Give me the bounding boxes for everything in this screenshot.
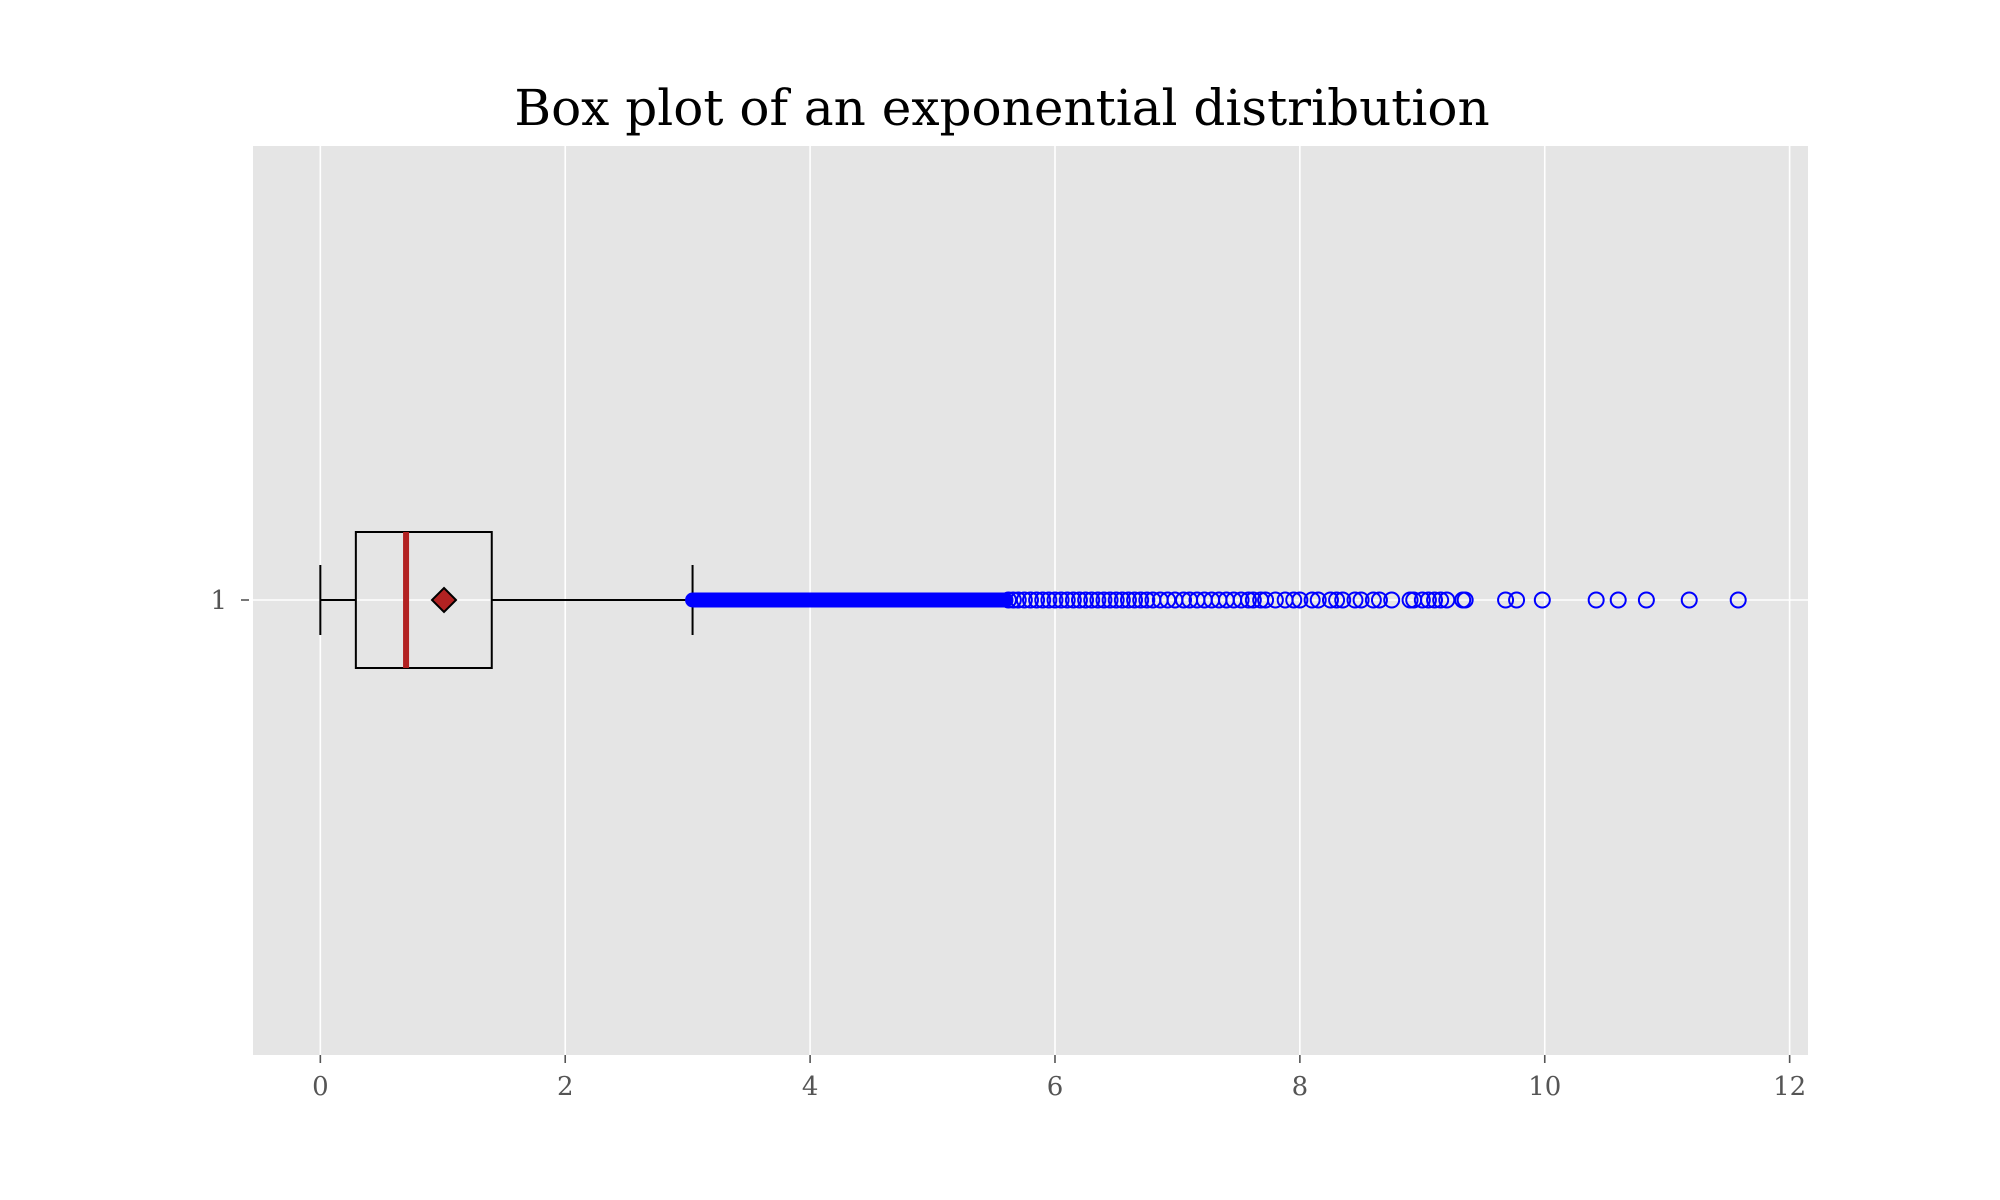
outlier-point [1303, 591, 1321, 609]
x-tick-label: 10 [1528, 1072, 1561, 1102]
outlier-point [1291, 591, 1309, 609]
axes: 0 2 4 6 8 10 12 1 [210, 586, 1806, 1102]
outlier-point [1070, 591, 1088, 609]
x-tick-label: 2 [557, 1072, 574, 1102]
outlier-point [1257, 591, 1275, 609]
outlier-point [1321, 591, 1339, 609]
outlier-point [1680, 591, 1698, 609]
outlier-point [1119, 591, 1137, 609]
outlier-point [1095, 591, 1113, 609]
outlier-point [1729, 591, 1747, 609]
outlier-point [1352, 591, 1370, 609]
outlier-point [1285, 591, 1303, 609]
outlier-point [1089, 591, 1107, 609]
outlier-point [1046, 591, 1064, 609]
outlier-point [1113, 591, 1131, 609]
outlier-point [1028, 591, 1046, 609]
outlier-point [1004, 591, 1022, 609]
outlier-point [1370, 591, 1388, 609]
outlier-point [1309, 591, 1327, 609]
chart-title: Box plot of an exponential distribution [514, 79, 1489, 137]
outlier-point [1101, 591, 1119, 609]
outlier-point [1175, 591, 1193, 609]
outlier-point [1015, 591, 1033, 609]
outlier-point [1126, 591, 1144, 609]
x-tick-label: 0 [312, 1072, 329, 1102]
outlier-point [1497, 591, 1515, 609]
outlier-point [1456, 591, 1474, 609]
outlier-point [1419, 591, 1437, 609]
outlier-point [1107, 591, 1125, 609]
outlier-point [1587, 591, 1605, 609]
outlier-point [1009, 591, 1027, 609]
outlier-point [1058, 591, 1076, 609]
outlier-point [1432, 591, 1450, 609]
outlier-point [1383, 591, 1401, 609]
outlier-point [1364, 591, 1382, 609]
outlier-point [1328, 591, 1346, 609]
outlier-point [1040, 591, 1058, 609]
outlier-point [1244, 591, 1262, 609]
outlier-dense-band [685, 592, 1014, 608]
outlier-point [1266, 591, 1284, 609]
outlier-point [1637, 591, 1655, 609]
outlier-point [1064, 591, 1082, 609]
outlier-point [1413, 591, 1431, 609]
outlier-point [1083, 591, 1101, 609]
mean-marker [430, 586, 458, 614]
box-elements [319, 531, 694, 669]
x-tick-label: 8 [1292, 1072, 1309, 1102]
outlier-point [1609, 591, 1627, 609]
x-tick-label: 4 [802, 1072, 819, 1102]
outlier-point [1346, 591, 1364, 609]
iqr-box [354, 531, 493, 669]
outlier-point [1022, 591, 1039, 609]
x-tick-label: 6 [1047, 1072, 1064, 1102]
outlier-point [1239, 591, 1257, 609]
outlier-point [1508, 591, 1526, 609]
outlier-point [1077, 591, 1095, 609]
outlier-points [685, 591, 1747, 609]
x-tick-label: 12 [1773, 1072, 1806, 1102]
outlier-point [1138, 591, 1156, 609]
outlier-point [1052, 591, 1070, 609]
outlier-point [1232, 591, 1250, 609]
outlier-point [1034, 591, 1052, 609]
outlier-point [1334, 591, 1352, 609]
outlier-point [1132, 591, 1150, 609]
outlier-point [1426, 591, 1444, 609]
y-tick-label: 1 [210, 586, 227, 616]
outlier-point [1533, 591, 1551, 609]
